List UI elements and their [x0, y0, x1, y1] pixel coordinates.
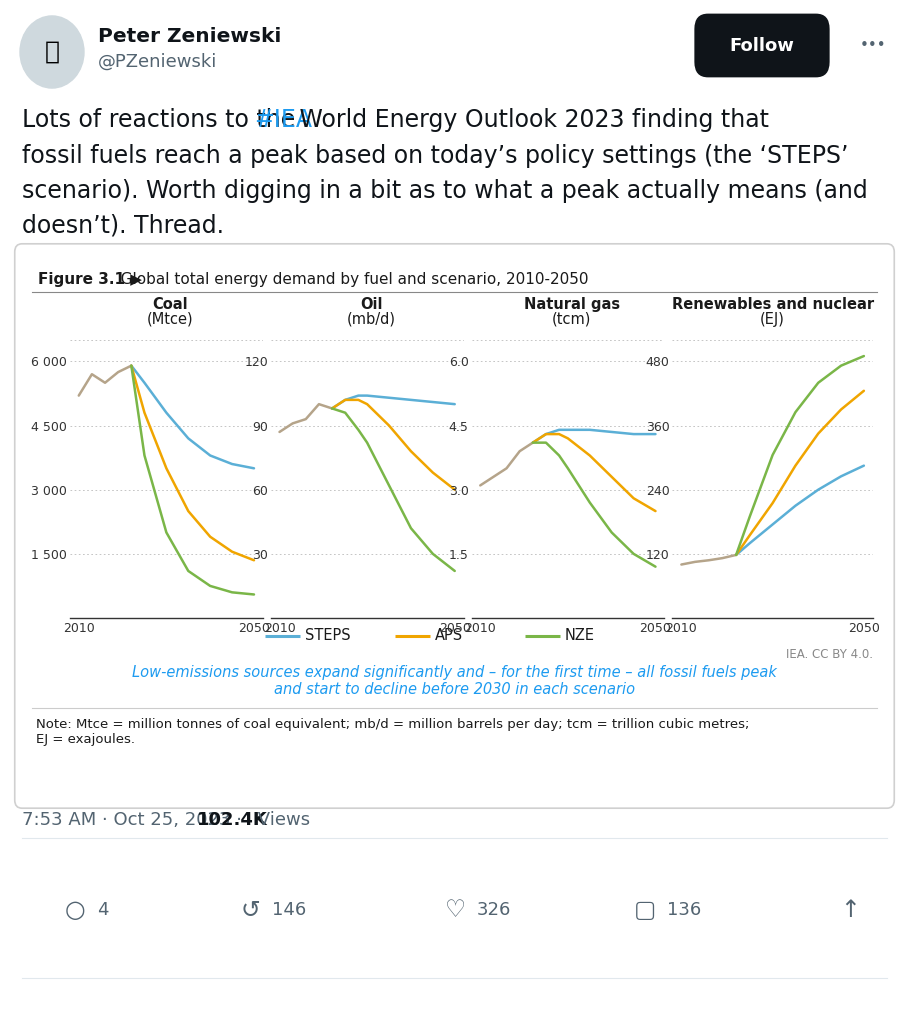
- Text: (tcm): (tcm): [552, 312, 592, 327]
- Text: doesn’t). Thread.: doesn’t). Thread.: [22, 214, 224, 238]
- Text: fossil fuels reach a peak based on today’s policy settings (the ‘STEPS’: fossil fuels reach a peak based on today…: [22, 144, 848, 168]
- Text: 136: 136: [667, 901, 701, 919]
- Text: and start to decline before 2030 in each scenario: and start to decline before 2030 in each…: [274, 683, 635, 697]
- Text: •••: •••: [860, 39, 886, 53]
- Text: (mb/d): (mb/d): [346, 312, 395, 327]
- Text: Lots of reactions to the: Lots of reactions to the: [22, 108, 303, 132]
- Text: IEA. CC BY 4.0.: IEA. CC BY 4.0.: [786, 647, 873, 660]
- Text: ○: ○: [65, 898, 85, 922]
- Text: World Energy Outlook 2023 finding that: World Energy Outlook 2023 finding that: [292, 108, 769, 132]
- Text: 👤: 👤: [45, 40, 59, 63]
- Text: Coal: Coal: [153, 297, 188, 312]
- Text: 4: 4: [97, 901, 108, 919]
- Text: Views: Views: [252, 811, 310, 829]
- Text: Global total energy demand by fuel and scenario, 2010-2050: Global total energy demand by fuel and s…: [106, 272, 588, 287]
- Text: APS: APS: [435, 629, 463, 643]
- Text: Oil: Oil: [360, 297, 383, 312]
- Text: ↺: ↺: [240, 898, 260, 922]
- Text: 326: 326: [477, 901, 512, 919]
- Text: 7:53 AM · Oct 25, 2023 ·: 7:53 AM · Oct 25, 2023 ·: [22, 811, 248, 829]
- Text: (EJ): (EJ): [760, 312, 785, 327]
- Text: scenario). Worth digging in a bit as to what a peak actually means (and: scenario). Worth digging in a bit as to …: [22, 179, 868, 203]
- Text: STEPS: STEPS: [305, 629, 350, 643]
- Text: ♡: ♡: [445, 898, 465, 922]
- Text: 102.4K: 102.4K: [197, 811, 268, 829]
- Text: Figure 3.1 ▶: Figure 3.1 ▶: [38, 272, 142, 287]
- Text: Renewables and nuclear: Renewables and nuclear: [672, 297, 874, 312]
- Text: @PZeniewski: @PZeniewski: [98, 53, 217, 71]
- Text: Peter Zeniewski: Peter Zeniewski: [98, 27, 282, 45]
- Text: Follow: Follow: [730, 37, 794, 55]
- Text: Note: Mtce = million tonnes of coal equivalent; mb/d = million barrels per day; : Note: Mtce = million tonnes of coal equi…: [36, 718, 749, 746]
- Text: ↑: ↑: [840, 898, 860, 922]
- Text: 146: 146: [272, 901, 306, 919]
- Text: Natural gas: Natural gas: [524, 297, 620, 312]
- FancyBboxPatch shape: [15, 244, 894, 808]
- Circle shape: [20, 16, 84, 88]
- Text: #IEA: #IEA: [255, 108, 313, 132]
- Text: Low-emissions sources expand significantly and – for the first time – all fossil: Low-emissions sources expand significant…: [132, 665, 777, 680]
- Text: NZE: NZE: [564, 629, 594, 643]
- Text: ▢: ▢: [634, 898, 656, 922]
- FancyBboxPatch shape: [694, 13, 830, 78]
- Text: (Mtce): (Mtce): [147, 312, 194, 327]
